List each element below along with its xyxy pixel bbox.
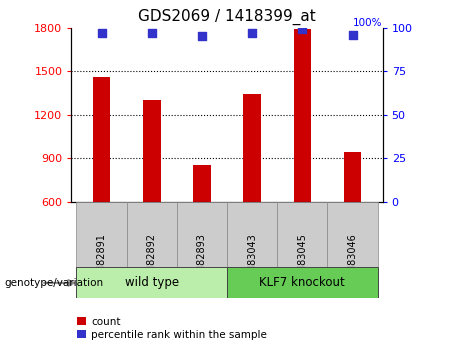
Bar <box>193 165 211 202</box>
FancyBboxPatch shape <box>227 202 277 267</box>
Text: GSM82891: GSM82891 <box>96 233 106 286</box>
Text: GSM83045: GSM83045 <box>297 233 307 286</box>
FancyBboxPatch shape <box>277 202 327 267</box>
Title: GDS2069 / 1418399_at: GDS2069 / 1418399_at <box>138 9 316 25</box>
Bar <box>344 152 361 202</box>
Point <box>248 30 256 36</box>
FancyBboxPatch shape <box>227 267 378 298</box>
Point <box>98 30 105 36</box>
Text: GSM83043: GSM83043 <box>247 233 257 286</box>
Bar <box>93 77 110 202</box>
Point <box>148 30 155 36</box>
Text: wild type: wild type <box>124 276 179 289</box>
Point <box>198 33 206 39</box>
Text: GSM82892: GSM82892 <box>147 233 157 286</box>
Legend: count, percentile rank within the sample: count, percentile rank within the sample <box>77 317 267 340</box>
Text: 100%: 100% <box>353 18 383 28</box>
Point <box>299 27 306 32</box>
Text: GSM83046: GSM83046 <box>348 233 358 286</box>
Text: KLF7 knockout: KLF7 knockout <box>260 276 345 289</box>
Bar <box>243 95 261 202</box>
FancyBboxPatch shape <box>177 202 227 267</box>
FancyBboxPatch shape <box>327 202 378 267</box>
Bar <box>294 29 311 202</box>
FancyBboxPatch shape <box>127 202 177 267</box>
FancyBboxPatch shape <box>77 267 227 298</box>
FancyBboxPatch shape <box>77 202 127 267</box>
Text: GSM82893: GSM82893 <box>197 233 207 286</box>
Bar <box>143 100 160 202</box>
Point <box>349 32 356 37</box>
Text: genotype/variation: genotype/variation <box>5 278 104 288</box>
